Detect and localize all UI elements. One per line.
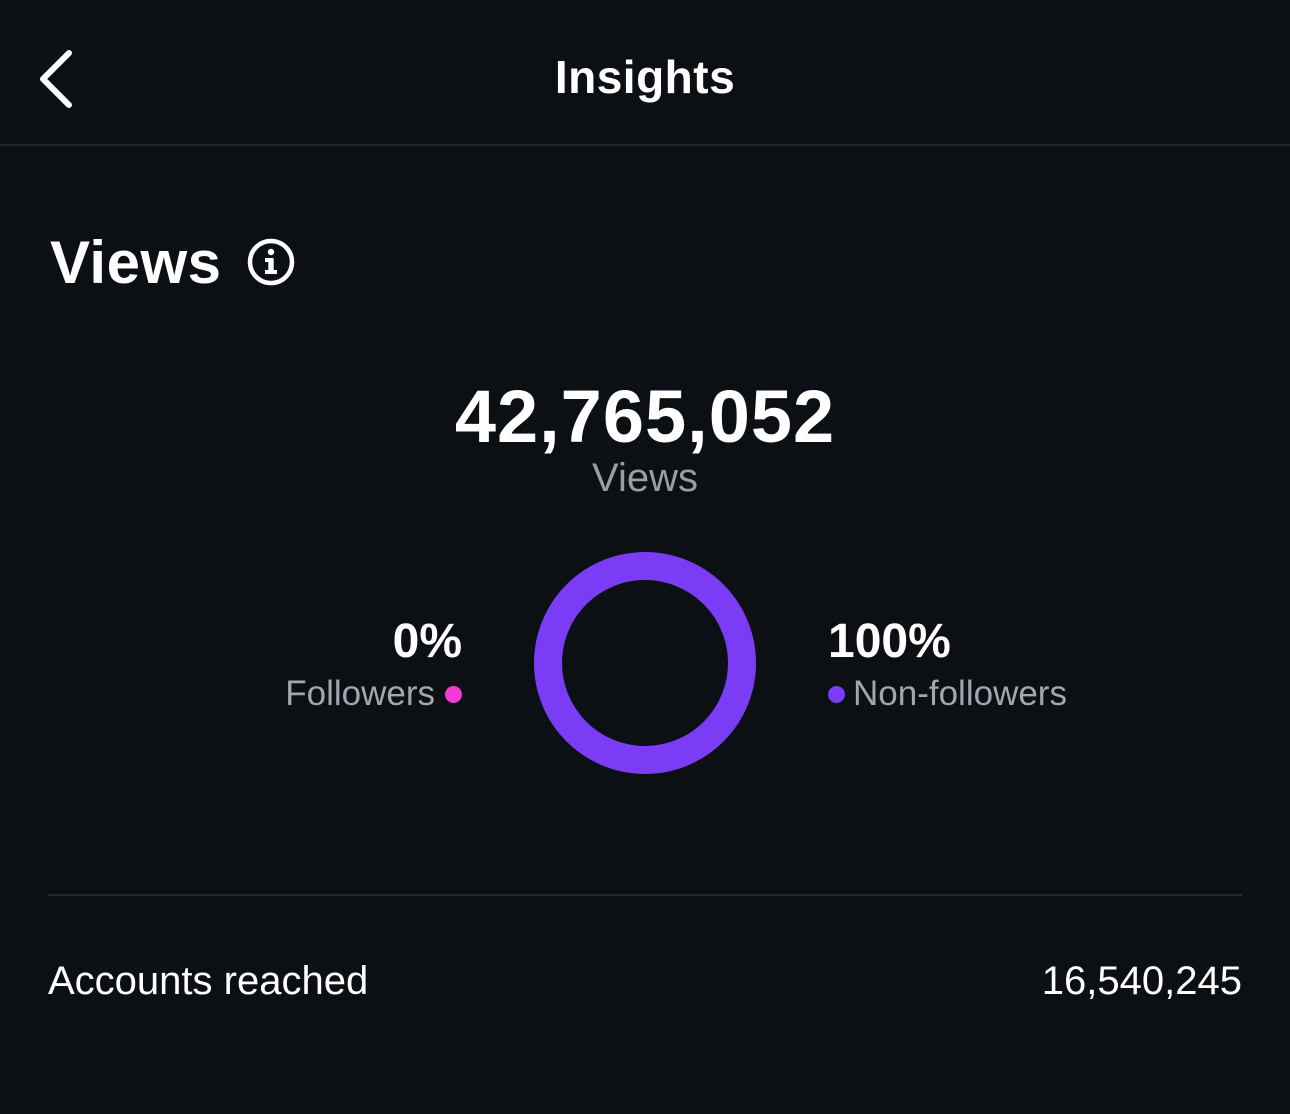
accounts-reached-label: Accounts reached <box>48 958 369 1003</box>
non-followers-percent: 100% <box>828 615 951 668</box>
followers-label: Followers <box>285 674 435 713</box>
legend-followers: 0% Followers <box>285 614 462 718</box>
page-title: Insights <box>554 51 736 103</box>
accounts-reached-value: 16,540,245 <box>1041 958 1242 1003</box>
accounts-reached-row[interactable]: Accounts reached 16,540,245 <box>48 952 1242 1010</box>
views-section-header: Views <box>50 226 296 298</box>
chevron-left-icon <box>40 50 72 108</box>
top-bar: Insights <box>0 0 1290 146</box>
donut-slice-non-followers <box>534 552 756 774</box>
non-followers-dot <box>828 685 845 703</box>
non-followers-label: Non-followers <box>853 674 1067 713</box>
section-title: Views <box>50 228 222 296</box>
followers-percent: 0% <box>392 615 462 668</box>
views-donut-chart <box>534 552 756 774</box>
total-views-label: Views <box>592 456 698 500</box>
legend-non-followers: 100% Non-followers <box>828 614 1067 718</box>
total-views-value: 42,765,052 <box>454 375 836 458</box>
info-icon[interactable] <box>246 237 296 287</box>
divider <box>48 894 1242 896</box>
followers-dot <box>445 685 462 703</box>
back-button[interactable] <box>22 36 92 122</box>
